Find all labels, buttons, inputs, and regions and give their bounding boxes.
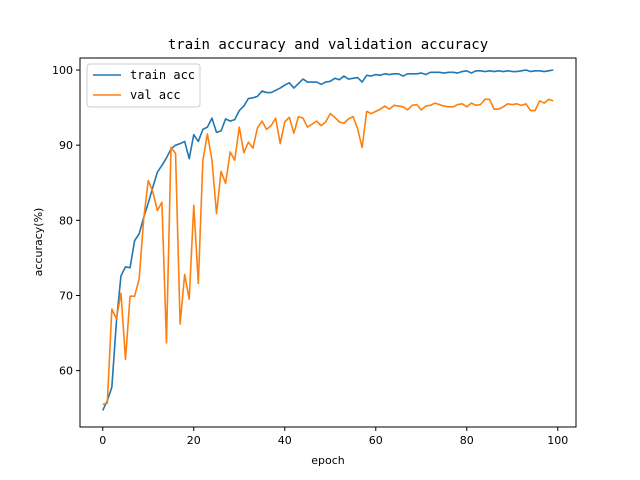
y-tick-label: 100 — [52, 64, 73, 77]
x-tick-label: 100 — [547, 434, 568, 447]
y-tick-label: 70 — [59, 289, 73, 302]
x-tick-label: 40 — [278, 434, 292, 447]
y-axis-label: accuracy(%) — [32, 208, 45, 277]
x-tick-label: 0 — [99, 434, 106, 447]
x-tick-label: 80 — [460, 434, 474, 447]
y-tick-label: 60 — [59, 365, 73, 378]
chart-title: train accuracy and validation accuracy — [168, 37, 488, 53]
legend-label: val acc — [130, 88, 181, 102]
y-tick-label: 80 — [59, 214, 73, 227]
plot-area — [79, 57, 577, 428]
y-tick-label: 90 — [59, 139, 73, 152]
legend: train acc val acc — [86, 63, 201, 108]
x-tick-label: 60 — [369, 434, 383, 447]
series-line-train-acc — [102, 69, 554, 411]
axis-ticks: 0 20 40 60 80 100 60 70 80 90 100 — [52, 64, 568, 447]
legend-label: train acc — [130, 68, 195, 82]
series-lines — [102, 69, 554, 411]
x-tick-label: 20 — [187, 434, 201, 447]
series-line-val-acc — [102, 98, 554, 406]
x-axis-label: epoch — [311, 454, 345, 467]
